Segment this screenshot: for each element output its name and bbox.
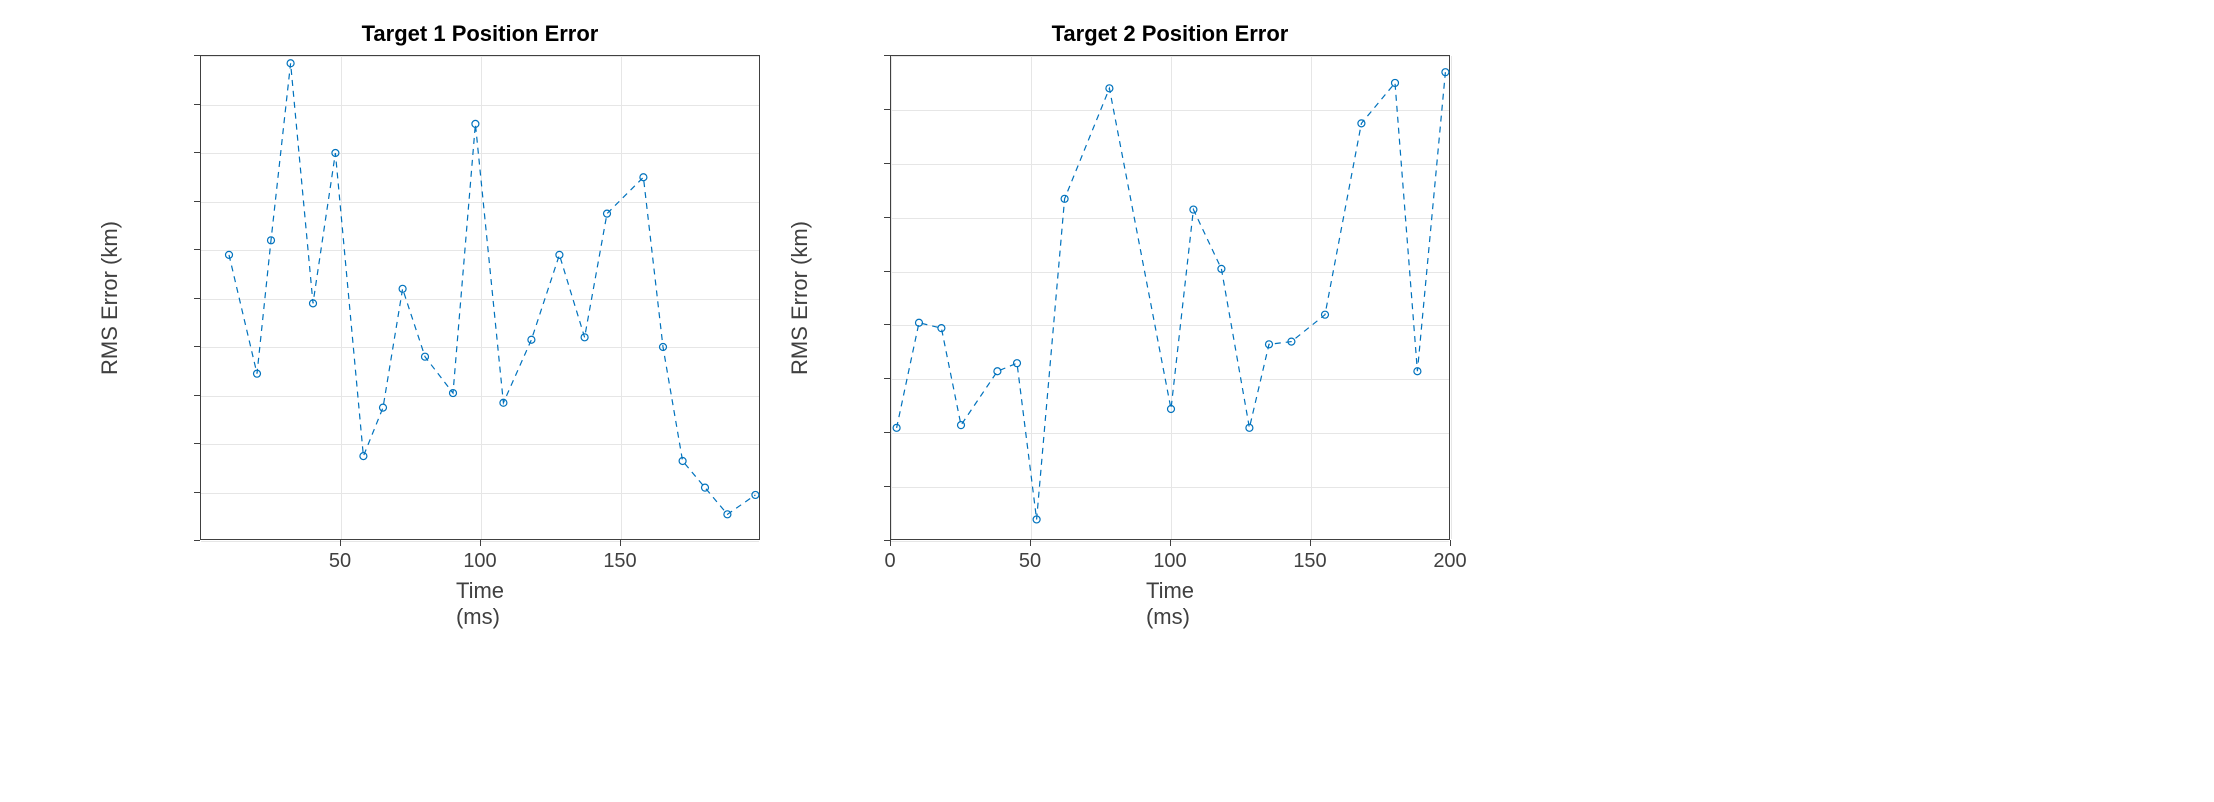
x-tick-label: 100 xyxy=(463,550,496,573)
x-tick xyxy=(1170,540,1171,546)
x-axis-label: Time (ms) xyxy=(456,578,504,630)
y-tick xyxy=(194,201,200,202)
x-tick-label: 0 xyxy=(884,550,895,573)
y-tick xyxy=(884,217,890,218)
data-marker xyxy=(1014,360,1021,367)
y-tick xyxy=(194,346,200,347)
y-tick xyxy=(194,104,200,105)
x-tick xyxy=(340,540,341,546)
x-axis-label: Time (ms) xyxy=(1146,578,1194,630)
data-marker xyxy=(702,484,709,491)
data-marker xyxy=(752,491,759,498)
data-marker xyxy=(556,251,563,258)
data-marker xyxy=(360,453,367,460)
data-series xyxy=(891,56,1451,541)
x-tick-label: 150 xyxy=(1293,550,1326,573)
x-tick-label: 50 xyxy=(329,550,351,573)
x-tick-label: 200 xyxy=(1433,550,1466,573)
data-marker xyxy=(380,404,387,411)
data-marker xyxy=(604,210,611,217)
grid-line xyxy=(1451,56,1452,539)
y-tick xyxy=(194,395,200,396)
x-tick-label: 150 xyxy=(603,550,636,573)
x-tick-label: 50 xyxy=(1019,550,1041,573)
data-marker xyxy=(528,336,535,343)
y-tick xyxy=(884,109,890,110)
data-marker xyxy=(640,174,647,181)
x-tick xyxy=(480,540,481,546)
y-tick xyxy=(194,152,200,153)
x-tick xyxy=(1450,540,1451,546)
y-tick xyxy=(194,298,200,299)
plot-area xyxy=(200,55,760,540)
y-tick xyxy=(884,486,890,487)
x-tick-label: 100 xyxy=(1153,550,1186,573)
y-tick xyxy=(884,163,890,164)
data-series xyxy=(201,56,761,541)
figure: 5010015037.46637.46837.4737.47237.47437.… xyxy=(0,0,2214,802)
series-line xyxy=(229,63,755,514)
y-tick xyxy=(884,271,890,272)
chart-title: Target 1 Position Error xyxy=(362,21,599,47)
y-tick xyxy=(194,540,200,541)
x-tick xyxy=(1030,540,1031,546)
chart-title: Target 2 Position Error xyxy=(1052,21,1289,47)
y-tick xyxy=(884,378,890,379)
y-tick xyxy=(884,540,890,541)
data-marker xyxy=(958,422,965,429)
y-tick xyxy=(194,443,200,444)
data-marker xyxy=(994,368,1001,375)
y-tick xyxy=(194,249,200,250)
y-tick xyxy=(194,492,200,493)
plot-area xyxy=(890,55,1450,540)
x-tick xyxy=(890,540,891,546)
y-tick xyxy=(884,55,890,56)
y-axis-label: RMS Error (km) xyxy=(787,221,813,375)
x-tick xyxy=(1310,540,1311,546)
y-tick xyxy=(194,55,200,56)
y-axis-label: RMS Error (km) xyxy=(97,221,123,375)
x-tick xyxy=(620,540,621,546)
y-tick xyxy=(884,432,890,433)
y-tick xyxy=(884,324,890,325)
data-marker xyxy=(916,319,923,326)
series-line xyxy=(897,72,1446,519)
